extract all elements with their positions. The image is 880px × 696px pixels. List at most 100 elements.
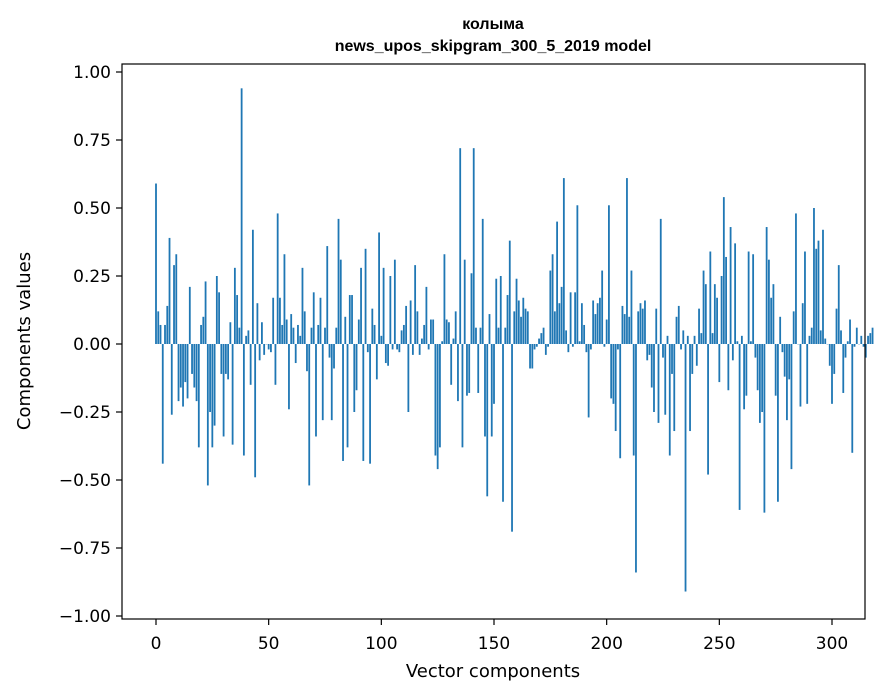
- bar: [425, 286, 428, 344]
- bar: [301, 267, 304, 344]
- bar: [285, 319, 288, 344]
- bar: [653, 344, 655, 412]
- y-tick-label: −0.75: [59, 539, 111, 559]
- bar: [675, 316, 678, 344]
- bar: [274, 344, 277, 385]
- bar: [736, 341, 739, 344]
- bar: [605, 319, 608, 344]
- bar: [698, 308, 700, 344]
- bar: [398, 344, 401, 353]
- bar: [788, 344, 791, 380]
- bar: [831, 344, 833, 404]
- bar: [657, 344, 660, 423]
- bar: [646, 344, 649, 361]
- bar: [729, 227, 732, 344]
- bar: [319, 297, 322, 344]
- bar: [695, 344, 698, 366]
- bar: [213, 344, 216, 426]
- bar: [583, 324, 586, 344]
- bar: [267, 344, 270, 350]
- bar: [488, 314, 491, 344]
- bar: [871, 327, 874, 344]
- bar: [707, 344, 709, 475]
- bar: [470, 273, 473, 344]
- bar: [740, 335, 743, 344]
- bar: [822, 229, 824, 344]
- bar: [529, 344, 531, 369]
- bar: [619, 344, 622, 459]
- bar: [603, 344, 606, 347]
- bar: [256, 303, 259, 344]
- bar: [342, 344, 344, 461]
- chart-title: колыма: [462, 16, 524, 33]
- bar: [283, 254, 286, 344]
- bar: [188, 286, 191, 344]
- bar: [375, 344, 378, 380]
- bar: [763, 344, 766, 513]
- bar: [556, 221, 558, 344]
- bar: [639, 303, 642, 344]
- bar: [765, 227, 768, 344]
- bar: [524, 308, 527, 344]
- bar: [337, 218, 340, 344]
- bar: [195, 344, 198, 402]
- bar: [641, 308, 644, 344]
- y-tick-label: 0.25: [73, 267, 111, 287]
- bar: [197, 344, 200, 448]
- bar: [326, 246, 329, 344]
- bar: [531, 344, 534, 369]
- bar: [299, 335, 302, 344]
- bar: [206, 344, 209, 486]
- bar: [662, 344, 664, 358]
- bar: [578, 341, 581, 344]
- bar: [691, 344, 694, 374]
- bar: [272, 297, 275, 344]
- bar: [182, 344, 184, 407]
- bar: [360, 267, 362, 344]
- bar: [630, 270, 633, 344]
- bar: [684, 344, 687, 592]
- bar: [391, 344, 394, 350]
- bar: [713, 284, 716, 344]
- bar: [680, 344, 682, 350]
- bar: [173, 265, 175, 344]
- bar: [179, 344, 182, 388]
- bar: [486, 344, 489, 497]
- bar: [734, 243, 737, 344]
- bar: [846, 341, 849, 344]
- bar: [168, 237, 171, 344]
- bar: [801, 303, 804, 344]
- bar: [292, 327, 295, 344]
- bar: [815, 248, 818, 344]
- bar: [231, 344, 234, 445]
- bar: [495, 278, 498, 344]
- bar: [862, 344, 865, 347]
- x-tick-label: 0: [151, 634, 162, 654]
- bar: [155, 183, 157, 344]
- bar: [504, 327, 507, 344]
- bar: [668, 344, 671, 456]
- bar: [472, 148, 475, 344]
- bar: [364, 248, 367, 344]
- bar: [315, 344, 317, 437]
- bar: [626, 178, 628, 344]
- bar: [553, 311, 556, 344]
- bar: [716, 297, 718, 344]
- bar: [245, 335, 248, 344]
- bar: [754, 344, 757, 358]
- bar: [743, 344, 746, 410]
- bar: [400, 330, 403, 344]
- bar: [558, 303, 561, 344]
- bar: [533, 344, 536, 350]
- bar: [795, 213, 797, 344]
- bar: [461, 344, 464, 448]
- bar: [666, 335, 669, 344]
- bar: [411, 344, 414, 355]
- bar: [499, 276, 502, 344]
- bar: [840, 330, 842, 344]
- bar: [452, 338, 455, 344]
- bar: [869, 333, 872, 344]
- bar: [441, 341, 444, 344]
- bar: [644, 300, 646, 344]
- y-tick-label: 1.00: [73, 63, 111, 83]
